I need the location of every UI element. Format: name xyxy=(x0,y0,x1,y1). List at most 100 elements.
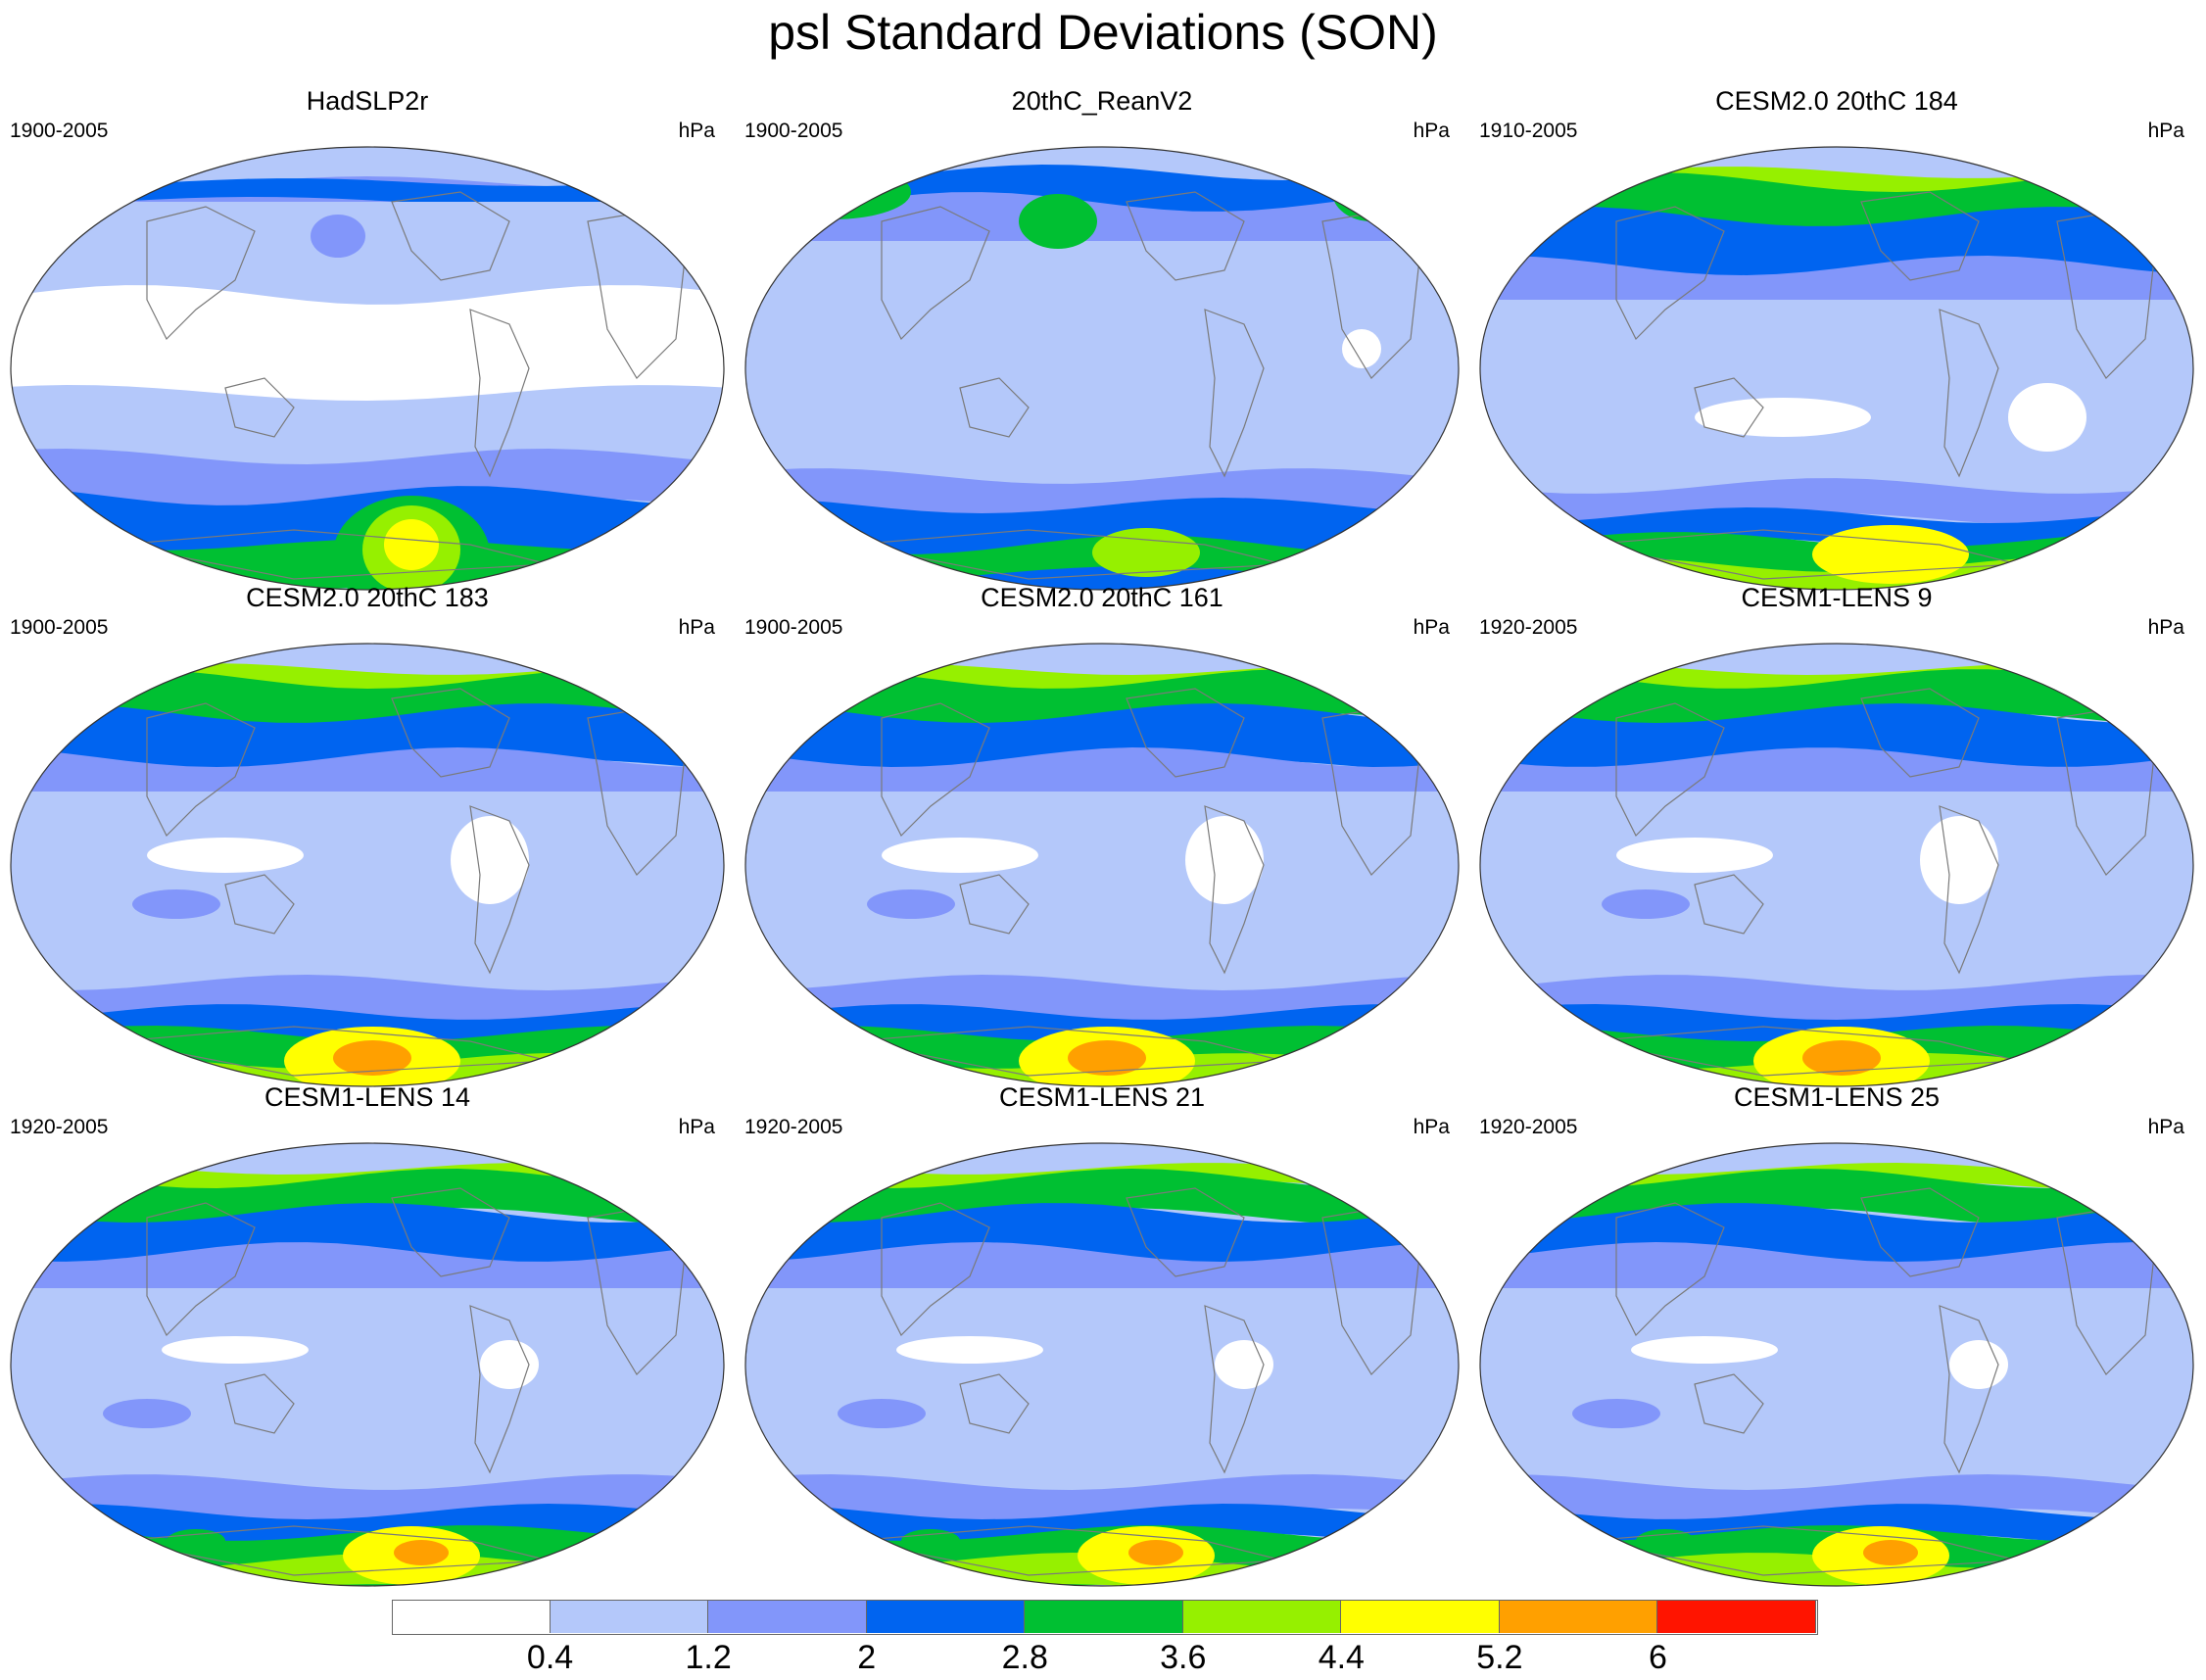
colorbar-label: 5.2 xyxy=(1476,1639,1523,1676)
colorbar-box xyxy=(1499,1600,1658,1633)
contour-blob xyxy=(1863,1540,1918,1565)
contour-map xyxy=(744,1142,1460,1587)
colorbar-label: 6 xyxy=(1648,1639,1667,1676)
contour-fill xyxy=(1480,147,2193,590)
contour-blob xyxy=(2008,383,2086,452)
panel-title: CESM2.0 20thC 184 xyxy=(1715,86,1958,116)
coastline xyxy=(1615,702,1725,838)
panel-units: hPa xyxy=(1413,616,1450,639)
colorbar-label: 3.6 xyxy=(1160,1639,1207,1676)
panel-units: hPa xyxy=(1413,120,1450,142)
coastline xyxy=(1860,191,1980,281)
contour-map xyxy=(10,146,725,591)
coastline xyxy=(1586,1525,2019,1576)
coastline xyxy=(1204,805,1265,975)
contour-fill xyxy=(745,147,1459,590)
coastline xyxy=(224,377,295,438)
contour-band xyxy=(745,792,1459,992)
coastline xyxy=(881,702,990,838)
contour-band xyxy=(1480,669,2193,733)
panel-years: 1920-2005 xyxy=(744,1116,843,1138)
coastline xyxy=(1939,805,1999,975)
panel-years: 1900-2005 xyxy=(10,120,109,142)
map-outline xyxy=(1479,643,2194,1087)
panel-units: hPa xyxy=(2147,1116,2184,1138)
coastline xyxy=(1586,1026,2019,1077)
coastline xyxy=(469,1305,530,1474)
panel-years: 1920-2005 xyxy=(1479,616,1578,639)
contour-fill xyxy=(11,1143,724,1586)
panel-title: CESM1-LENS 21 xyxy=(998,1082,1206,1112)
colorbar-label: 1.2 xyxy=(685,1639,732,1676)
panel-title: CESM1-LENS 25 xyxy=(1733,1082,1941,1112)
map-panel: HadSLP2r 1900-2005 hPa xyxy=(0,84,735,591)
contour-map xyxy=(1479,643,2194,1087)
map-panel: CESM1-LENS 25 1920-2005 hPa xyxy=(1469,1080,2204,1587)
contour-fill xyxy=(1480,644,2193,1086)
contour-blob xyxy=(838,1399,926,1428)
contour-blob xyxy=(1068,1040,1146,1076)
coastline xyxy=(391,688,510,778)
panel-title: CESM1-LENS 14 xyxy=(264,1082,471,1112)
contour-blob xyxy=(1616,838,1773,873)
colorbar-box xyxy=(1341,1600,1500,1633)
colorbar-box xyxy=(1657,1600,1816,1633)
contour-fill xyxy=(11,644,724,1086)
panel-title: 20thC_ReanV2 xyxy=(1011,86,1193,116)
contour-blob xyxy=(162,1336,309,1364)
contour-blob xyxy=(132,889,220,919)
contour-band xyxy=(11,1169,724,1227)
contour-blob xyxy=(1019,194,1097,249)
panel-units: hPa xyxy=(2147,120,2184,142)
contour-band xyxy=(1480,1288,2193,1492)
contour-map xyxy=(10,1142,725,1587)
colorbar-label: 0.4 xyxy=(526,1639,574,1676)
panel-units: hPa xyxy=(678,1116,715,1138)
contour-blob xyxy=(333,1040,411,1076)
panel-years: 1900-2005 xyxy=(744,616,843,639)
coastline xyxy=(959,874,1030,935)
coastline xyxy=(851,529,1284,580)
colorbar xyxy=(392,1600,1818,1635)
contour-fill xyxy=(745,1143,1459,1586)
contour-band xyxy=(1480,300,2193,496)
coastline xyxy=(224,1373,295,1434)
coastline xyxy=(1586,529,2019,580)
map-outline xyxy=(1479,146,2194,591)
contour-blob xyxy=(1602,889,1690,919)
coastline xyxy=(959,1373,1030,1434)
map-outline xyxy=(10,1142,725,1587)
coastline xyxy=(1615,206,1725,341)
panel-units: hPa xyxy=(1413,1116,1450,1138)
panel-years: 1920-2005 xyxy=(1479,1116,1578,1138)
map-panel: CESM1-LENS 21 1920-2005 hPa xyxy=(735,1080,1469,1587)
colorbar-box xyxy=(1182,1600,1342,1633)
panel-units: hPa xyxy=(678,120,715,142)
coastline xyxy=(851,1026,1284,1077)
contour-map xyxy=(744,146,1460,591)
map-outline xyxy=(744,146,1460,591)
contour-band xyxy=(11,285,724,401)
coastline xyxy=(1694,874,1764,935)
coastline xyxy=(1615,1202,1725,1337)
panel-years: 1900-2005 xyxy=(10,616,109,639)
panel-units: hPa xyxy=(678,616,715,639)
contour-band xyxy=(745,468,1459,523)
panel-title: CESM1-LENS 9 xyxy=(1741,583,1933,612)
coastline xyxy=(1204,309,1265,478)
coastline xyxy=(224,874,295,935)
panel-years: 1900-2005 xyxy=(744,120,843,142)
contour-blob xyxy=(1185,816,1264,904)
map-outline xyxy=(10,146,725,591)
coastline xyxy=(469,309,530,478)
contour-blob xyxy=(1802,1040,1881,1076)
contour-fill xyxy=(11,147,724,590)
coastline xyxy=(391,1187,510,1277)
contour-band xyxy=(1480,703,2193,775)
contour-band xyxy=(745,241,1459,496)
map-panel: CESM2.0 20thC 161 1900-2005 hPa xyxy=(735,581,1469,1087)
coastline xyxy=(1126,1187,1245,1277)
colorbar-label: 4.4 xyxy=(1318,1639,1365,1676)
panel-years: 1920-2005 xyxy=(10,1116,109,1138)
contour-blob xyxy=(451,816,529,904)
